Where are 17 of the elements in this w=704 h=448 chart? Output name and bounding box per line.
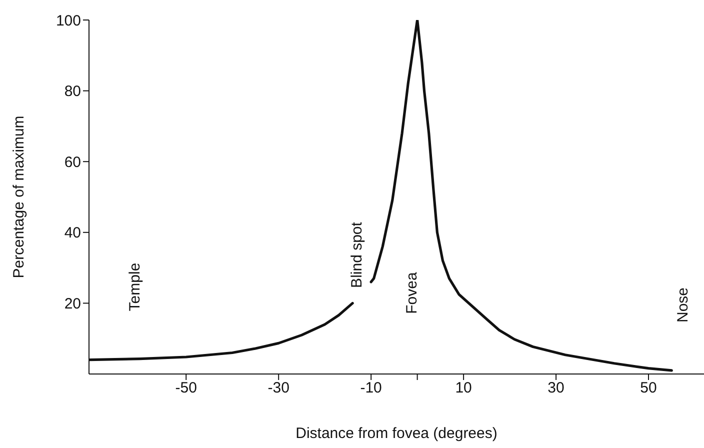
x-tick-label: -10 [360, 380, 382, 397]
x-tick-label: 50 [640, 380, 657, 397]
y-tick-label: 80 [64, 83, 81, 100]
y-tick-label: 100 [56, 12, 81, 30]
annotation: Fovea [404, 272, 420, 314]
x-tick-label: 10 [455, 380, 472, 397]
y-axis-title: Percentage of maximum [10, 116, 28, 278]
annotation: Temple [126, 262, 144, 312]
x-tick-label: -30 [268, 380, 290, 397]
x-axis-title: Distance from fovea (degrees) [296, 425, 498, 442]
annotation: Blind spot [348, 221, 366, 288]
y-tick-label: 20 [64, 296, 81, 313]
x-tick-label: -50 [175, 380, 197, 397]
annotation: Nose [674, 287, 692, 323]
y-tick-label: 60 [64, 154, 81, 171]
x-tick-label: 30 [548, 380, 564, 397]
y-tick-label: 40 [64, 224, 81, 242]
